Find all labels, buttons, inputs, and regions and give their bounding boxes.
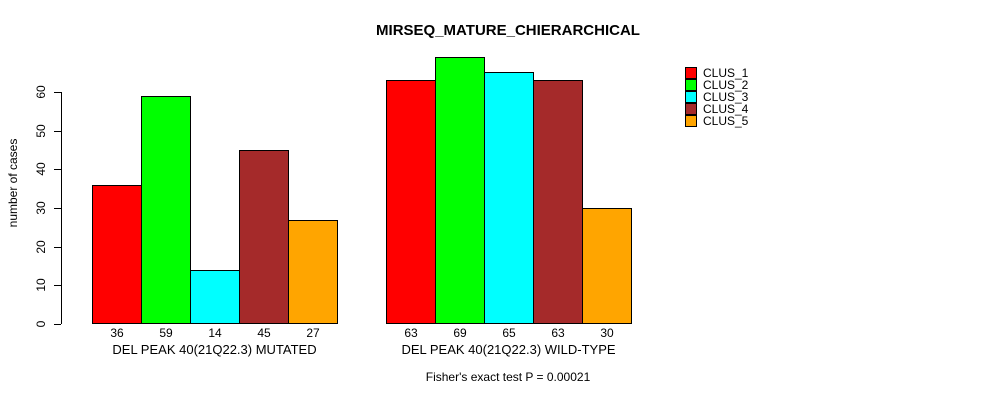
- y-tick-label: 30: [34, 201, 48, 215]
- legend-item-clus_5: CLUS_5: [685, 115, 748, 127]
- bar-clus_3: [484, 72, 534, 324]
- bar-value-label: 14: [208, 326, 222, 340]
- x-axis-category-label: DEL PEAK 40(21Q22.3) WILD-TYPE: [401, 342, 616, 357]
- bar-clus_1: [386, 80, 436, 324]
- y-tick: [54, 324, 61, 325]
- x-axis-category-label: DEL PEAK 40(21Q22.3) MUTATED: [112, 342, 317, 357]
- legend-label: CLUS_1: [703, 66, 749, 80]
- y-tick-label: 20: [34, 240, 48, 254]
- bar-clus_2: [141, 96, 191, 324]
- chart-title: MIRSEQ_MATURE_CHIERARCHICAL: [376, 22, 640, 39]
- legend: CLUS_1 CLUS_2 CLUS_3 CLUS_4 CLUS_5: [685, 67, 748, 127]
- bar-clus_4: [239, 150, 289, 324]
- legend-swatch-icon: [685, 91, 697, 103]
- y-tick: [54, 285, 61, 286]
- legend-label: CLUS_4: [703, 102, 749, 116]
- legend-item-clus_2: CLUS_2: [685, 79, 748, 91]
- bar-value-label: 30: [600, 326, 614, 340]
- y-axis: [61, 92, 62, 324]
- legend-label: CLUS_3: [703, 90, 749, 104]
- legend-item-clus_4: CLUS_4: [685, 103, 748, 115]
- legend-label: CLUS_5: [703, 114, 749, 128]
- bar-value-label: 59: [159, 326, 173, 340]
- y-tick: [54, 208, 61, 209]
- bar-clus_5: [288, 220, 338, 324]
- bar-clus_1: [92, 185, 142, 324]
- bar-clus_4: [533, 80, 583, 324]
- y-tick: [54, 169, 61, 170]
- legend-swatch-icon: [685, 103, 697, 115]
- annotation-text: Fisher's exact test P = 0.00021: [425, 370, 591, 384]
- bar-value-label: 36: [110, 326, 124, 340]
- bar-clus_5: [582, 208, 632, 324]
- legend-swatch-icon: [685, 79, 697, 91]
- legend-item-clus_1: CLUS_1: [685, 67, 748, 79]
- bar-value-label: 27: [306, 326, 320, 340]
- y-tick-label: 50: [34, 124, 48, 138]
- legend-label: CLUS_2: [703, 78, 749, 92]
- bar-clus_2: [435, 57, 485, 324]
- bar-clus_3: [190, 270, 240, 324]
- y-tick-label: 60: [34, 85, 48, 99]
- y-tick-label: 0: [34, 320, 48, 328]
- bar-value-label: 65: [502, 326, 516, 340]
- legend-item-clus_3: CLUS_3: [685, 91, 748, 103]
- y-tick: [54, 92, 61, 93]
- legend-swatch-icon: [685, 67, 697, 79]
- bar-value-label: 45: [257, 326, 271, 340]
- y-tick-label: 40: [34, 162, 48, 176]
- y-tick: [54, 131, 61, 132]
- y-axis-label: number of cases: [6, 138, 20, 228]
- y-tick-label: 10: [34, 278, 48, 292]
- bar-value-label: 63: [551, 326, 565, 340]
- legend-swatch-icon: [685, 115, 697, 127]
- bar-value-label: 63: [404, 326, 418, 340]
- bar-value-label: 69: [453, 326, 467, 340]
- y-tick: [54, 247, 61, 248]
